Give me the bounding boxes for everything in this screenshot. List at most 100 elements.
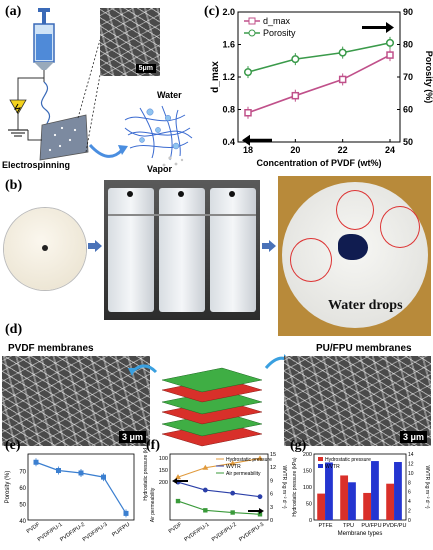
x-tick-label: 22 (338, 145, 348, 155)
series-line-0 (247, 54, 391, 114)
x-tick-label: PVDF (168, 521, 184, 535)
pvdf-scale-bar: 3 μm (118, 431, 146, 443)
electrospinning-label: Electrospinning (2, 160, 71, 170)
y-axis-label: Hydrostatic pressure (kPa) (292, 457, 298, 517)
data-point (175, 498, 181, 504)
y-right-tick-label: 2 (408, 509, 411, 515)
arrow-icon (88, 240, 102, 252)
membrane-disk-photo (4, 208, 86, 290)
series-line-1 (177, 481, 261, 498)
y-right-axis-label: WVTR (kg m⁻² d⁻¹) (424, 465, 430, 508)
y-tick-label: 0.4 (222, 137, 235, 147)
syringe-plunger (38, 8, 50, 12)
panel-a-label: (a) (5, 4, 22, 19)
y-tick-label: 2.0 (222, 7, 235, 17)
legend-label: d_max (263, 16, 291, 26)
x-tick-label: PVDF/PU-3 (82, 522, 109, 543)
legend-marker (248, 17, 256, 25)
vapor-label: Vapor (147, 164, 173, 174)
data-point (244, 109, 252, 117)
legend-label: Hydrostatic pressure (226, 457, 272, 463)
legend-label: Hydrostatic pressure (325, 457, 371, 463)
pufpu-sem-image: 3 μm (284, 356, 431, 446)
y-right-tick-label: 50 (403, 137, 413, 147)
y-right-tick-label: 6 (270, 492, 273, 498)
series-line-1 (247, 42, 391, 73)
legend-swatch (318, 457, 323, 461)
y-tick-label: 100 (303, 485, 312, 491)
y-right-axis-label: WVTR (kg m⁻² d⁻¹) (281, 465, 287, 508)
x-tick-label: PVDF/PU-2 (211, 522, 238, 543)
data-point (257, 494, 263, 500)
y-right-tick-label: 12 (408, 461, 414, 467)
panel-d-label: (d) (5, 322, 23, 337)
x-axis-label: Membrane types (338, 531, 383, 537)
y-tick-label: 1.2 (222, 72, 235, 82)
data-point (385, 38, 395, 47)
data-point (123, 510, 129, 516)
y-right-tick-label: 80 (403, 40, 413, 50)
y-tick-label: 60 (19, 486, 26, 492)
data-point (229, 460, 236, 466)
bar-wvtr (325, 462, 333, 520)
electrospinning-schematic (8, 8, 193, 167)
beaker-test-photo (104, 180, 260, 320)
y-right-tick-label: 3 (270, 505, 273, 511)
collector-plate (39, 114, 89, 161)
legend-label: WVTR (226, 464, 241, 470)
data-point (257, 455, 263, 461)
bar-wvtr (394, 462, 402, 520)
x-tick-label: PVDF (26, 521, 42, 535)
y-right-tick-label: 4 (408, 499, 411, 505)
plot-frame (169, 453, 269, 521)
data-point (291, 91, 300, 100)
data-point (243, 68, 253, 77)
x-tick-label: 18 (243, 145, 253, 155)
bar-hydrostatic-pressure (386, 483, 395, 520)
y-right-tick-label: 6 (408, 490, 411, 496)
y-tick-label: 40 (19, 519, 26, 525)
chart-f: 100 150 200 0 3 6 9 12 15 Hydrostatic pressure (k… (143, 448, 287, 543)
bar-wvtr (371, 461, 379, 520)
legend-label: WVTR (325, 464, 340, 470)
plot-frame (313, 453, 407, 521)
y-right-tick-label: 15 (270, 452, 276, 458)
data-point (56, 468, 61, 473)
chart-g: 0 50 100 150 200 0 2 4 6 8 10 12 14 Hydrostatic press… (292, 452, 430, 537)
pufpu-membranes-title: PU/FPU membranes (316, 343, 412, 354)
y-axis-label-bottom: Air permeability (150, 487, 156, 522)
sem-fiber-image-a: 5μm (100, 8, 160, 76)
data-point (257, 512, 263, 517)
y-axis-label: d_max (210, 61, 221, 93)
data-point (202, 464, 209, 470)
x-tick-label: PVDF/PU (383, 523, 407, 529)
plot-frame (27, 453, 135, 521)
y-tick-label: 0 (309, 518, 312, 524)
data-point (175, 474, 181, 480)
arrow-icon (88, 143, 124, 158)
y-right-tick-label: 90 (403, 7, 413, 17)
arrow-icon (128, 364, 158, 376)
water-drops-label: Water drops (328, 298, 403, 313)
y-axis-label: Porosity (%) (5, 471, 11, 504)
high-voltage-icon (9, 99, 27, 115)
bar-hydrostatic-pressure (363, 492, 372, 520)
data-point (386, 51, 394, 59)
arrow-left-icon (172, 478, 188, 484)
y-right-tick-label: 70 (403, 72, 413, 82)
bar-hydrostatic-pressure (317, 493, 326, 520)
x-tick-label: 24 (385, 145, 395, 155)
arrow-icon (262, 240, 276, 252)
panel-g-label: (g) (290, 438, 307, 453)
legend-marker (248, 29, 256, 37)
y-right-tick-label: 0 (270, 518, 273, 524)
pufpu-scale-bar: 3 μm (399, 431, 427, 443)
x-axis-label: Concentration of PVDF (wt%) (257, 158, 382, 168)
fiber-network-illustration (124, 105, 193, 161)
data-point (338, 48, 347, 57)
series-line-2 (177, 500, 261, 515)
x-tick-label: PU/FPU (111, 522, 131, 538)
arrow-right-icon (362, 22, 394, 33)
arrow-left-icon (242, 134, 272, 146)
